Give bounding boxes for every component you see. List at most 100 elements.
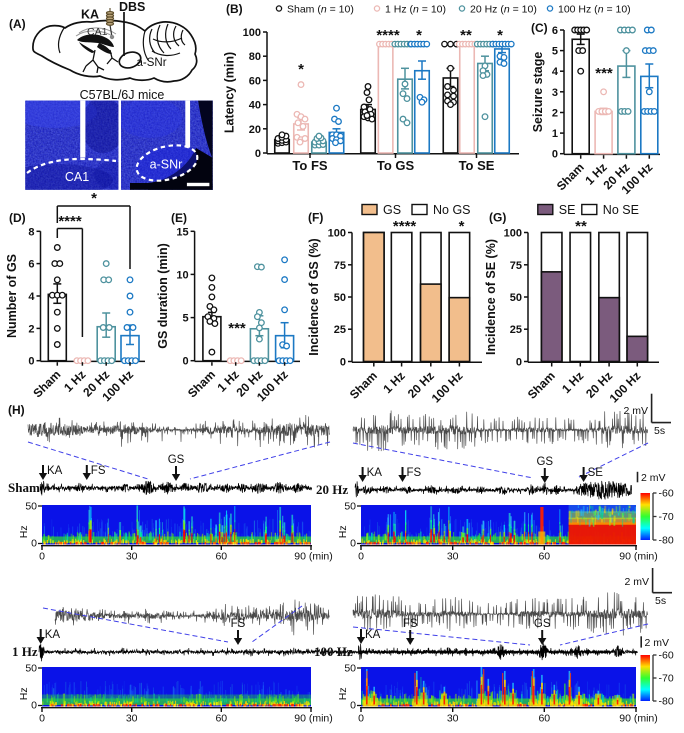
- svg-text:Seizure stage: Seizure stage: [531, 52, 545, 133]
- svg-text:20: 20: [249, 124, 261, 136]
- svg-text:50: 50: [25, 663, 37, 675]
- svg-text:-60: -60: [659, 488, 674, 500]
- svg-text:No SE: No SE: [603, 203, 639, 217]
- svg-text:100 Hz (n = 10): 100 Hz (n = 10): [558, 4, 631, 16]
- svg-text:90 (min): 90 (min): [294, 551, 333, 563]
- svg-text:5s: 5s: [654, 425, 665, 437]
- svg-text:5: 5: [182, 313, 188, 325]
- svg-text:50: 50: [344, 501, 356, 513]
- svg-text:90 (min): 90 (min): [294, 713, 333, 725]
- svg-text:1: 1: [552, 128, 558, 140]
- svg-text:GS: GS: [534, 618, 551, 630]
- svg-text:a-SNr: a-SNr: [150, 158, 183, 172]
- svg-text:50: 50: [334, 292, 346, 304]
- svg-text:(D): (D): [9, 211, 26, 225]
- svg-text:10: 10: [176, 269, 188, 281]
- svg-text:Sham (n = 10): Sham (n = 10): [287, 4, 354, 16]
- svg-text:0: 0: [31, 700, 37, 712]
- svg-text:40: 40: [249, 100, 261, 112]
- svg-text:0: 0: [350, 700, 356, 712]
- svg-text:(E): (E): [171, 211, 187, 225]
- svg-text:75: 75: [334, 260, 346, 272]
- svg-text:KA: KA: [81, 8, 99, 22]
- svg-text:0: 0: [350, 538, 356, 550]
- svg-text:0: 0: [552, 149, 558, 161]
- svg-text:KA: KA: [47, 465, 63, 477]
- svg-text:2: 2: [552, 108, 558, 120]
- svg-text:25: 25: [510, 324, 522, 336]
- svg-text:Hz: Hz: [337, 525, 349, 538]
- svg-text:75: 75: [510, 260, 522, 272]
- svg-text:**: **: [460, 27, 472, 44]
- svg-text:KA: KA: [45, 629, 61, 641]
- svg-text:100 Hz: 100 Hz: [314, 644, 353, 659]
- svg-text:To SE: To SE: [459, 158, 495, 173]
- svg-text:Hz: Hz: [337, 687, 349, 700]
- svg-text:*: *: [298, 61, 304, 78]
- svg-text:100: 100: [243, 27, 261, 39]
- svg-text:GS: GS: [536, 456, 553, 468]
- svg-text:20 Hz (n = 10): 20 Hz (n = 10): [470, 4, 537, 16]
- svg-text:GS duration (min): GS duration (min): [156, 243, 170, 349]
- svg-text:SE: SE: [559, 203, 576, 217]
- svg-text:*: *: [497, 27, 503, 44]
- svg-text:50: 50: [510, 292, 522, 304]
- svg-text:0: 0: [358, 713, 364, 725]
- svg-text:FS: FS: [231, 618, 246, 630]
- svg-text:5: 5: [552, 46, 558, 58]
- svg-text:0: 0: [31, 538, 37, 550]
- svg-text:No GS: No GS: [433, 203, 471, 217]
- svg-text:**: **: [575, 218, 587, 235]
- svg-text:***: ***: [228, 320, 246, 337]
- svg-text:Number of GS: Number of GS: [5, 254, 19, 338]
- svg-text:Hz: Hz: [18, 525, 30, 538]
- svg-text:C57BL/6J mice: C57BL/6J mice: [80, 88, 165, 102]
- svg-text:***: ***: [595, 65, 613, 82]
- svg-text:5s: 5s: [655, 595, 666, 607]
- svg-text:0: 0: [358, 551, 364, 563]
- svg-text:2 mV: 2 mV: [641, 472, 666, 484]
- svg-text:Hz: Hz: [18, 687, 30, 700]
- svg-text:2 mV: 2 mV: [623, 405, 648, 417]
- svg-text:(A): (A): [9, 17, 26, 31]
- svg-text:90 (min): 90 (min): [619, 551, 658, 563]
- svg-text:8: 8: [28, 226, 34, 238]
- svg-text:4: 4: [552, 66, 559, 78]
- svg-text:FS: FS: [91, 465, 106, 477]
- svg-text:0: 0: [255, 148, 261, 160]
- svg-text:30: 30: [447, 713, 459, 725]
- svg-text:To GS: To GS: [377, 158, 415, 173]
- svg-text:****: ****: [376, 27, 400, 44]
- svg-text:60: 60: [538, 551, 550, 563]
- svg-text:GS: GS: [168, 454, 185, 466]
- svg-text:0: 0: [39, 713, 45, 725]
- svg-text:25: 25: [334, 324, 346, 336]
- svg-text:2: 2: [28, 323, 34, 335]
- svg-text:****: ****: [393, 218, 417, 235]
- svg-text:*: *: [459, 218, 465, 235]
- svg-text:Sham: Sham: [8, 480, 40, 495]
- svg-text:0: 0: [39, 551, 45, 563]
- svg-text:-80: -80: [659, 696, 674, 708]
- svg-text:Incidence of GS (%): Incidence of GS (%): [307, 238, 321, 355]
- svg-text:50: 50: [25, 501, 37, 513]
- svg-text:(F): (F): [308, 211, 323, 225]
- svg-text:(H): (H): [8, 403, 25, 417]
- svg-text:****: ****: [58, 213, 82, 230]
- svg-text:15: 15: [176, 226, 188, 238]
- svg-text:*: *: [91, 190, 97, 207]
- svg-text:20 Hz: 20 Hz: [316, 482, 348, 497]
- svg-text:3: 3: [552, 87, 558, 99]
- svg-text:(G): (G): [489, 211, 506, 225]
- svg-text:SE: SE: [588, 467, 604, 479]
- svg-text:0: 0: [28, 356, 34, 368]
- svg-text:-80: -80: [659, 535, 674, 547]
- svg-text:a-SNr: a-SNr: [137, 57, 167, 69]
- svg-text:2 mV: 2 mV: [645, 637, 670, 649]
- svg-text:GS: GS: [383, 203, 401, 217]
- svg-text:0: 0: [516, 357, 522, 369]
- svg-text:6: 6: [552, 25, 558, 37]
- svg-text:CA1: CA1: [87, 26, 108, 38]
- svg-text:80: 80: [249, 51, 261, 63]
- svg-text:(B): (B): [226, 2, 243, 16]
